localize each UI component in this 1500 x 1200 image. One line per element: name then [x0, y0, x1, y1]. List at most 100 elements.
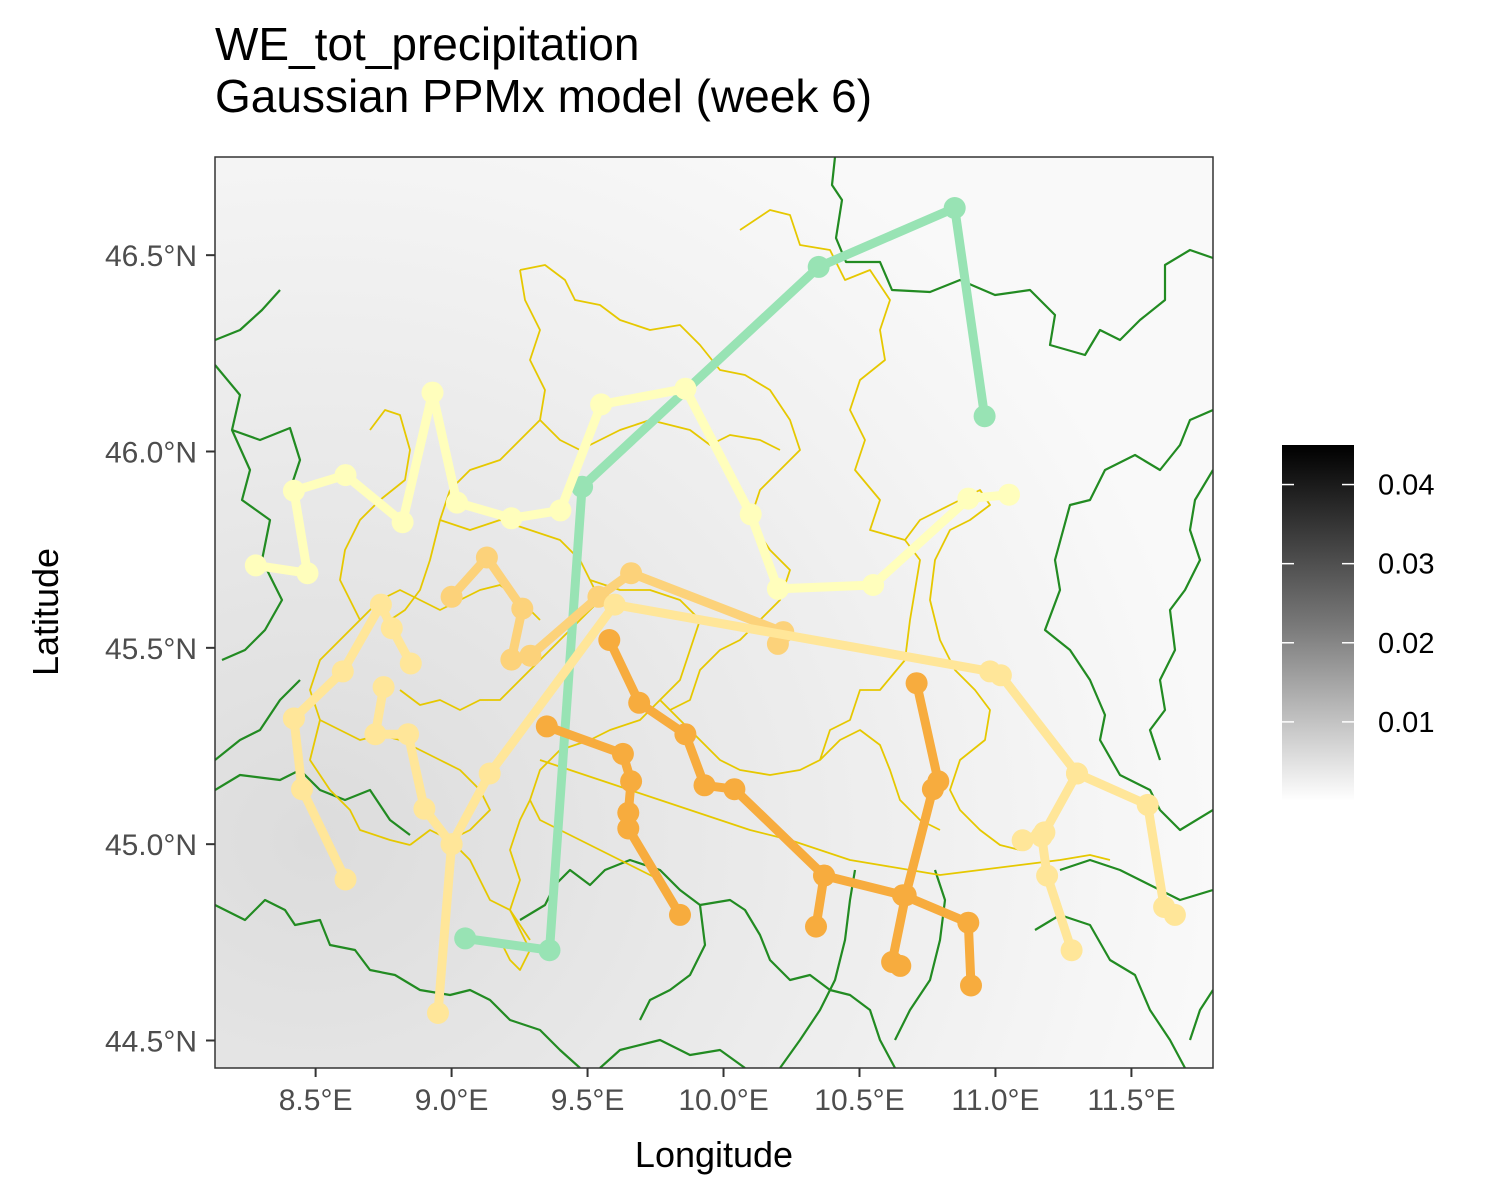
y-tick-label-4: 46.0°N [105, 437, 197, 470]
cluster-5-station-1-10 [590, 393, 613, 416]
cluster-4-station-4-3 [603, 593, 626, 616]
cluster-3-station-1-5 [519, 644, 542, 667]
y-tick-label-1: 44.5°N [105, 1026, 197, 1059]
cluster-4-station-3-2 [364, 723, 387, 746]
cluster-5-station-1-3 [282, 479, 305, 502]
panel-border [214, 156, 1214, 1069]
x-tick-label-1: 8.5°E [279, 1084, 353, 1117]
cluster-4-station-4-7 [1136, 793, 1159, 816]
cluster-5-station-1-16 [998, 483, 1020, 506]
country-border-center [215, 679, 301, 761]
country-border-south-4 [639, 904, 707, 1021]
cluster-2-station-2-3 [674, 723, 697, 746]
cluster-2-station-2-8 [957, 911, 980, 934]
cluster-4-station-3-6 [427, 1002, 449, 1024]
region-border-northeast [739, 209, 921, 761]
x-axis-title: Longitude [635, 1134, 793, 1175]
cluster-2-station-4-1 [813, 864, 836, 887]
y-tick-label-2: 45.0°N [105, 829, 197, 862]
cluster-4-station-4-9 [1163, 903, 1186, 926]
chart-title-line1: WE_tot_precipitation [215, 18, 640, 70]
cluster-4-station-4-2 [478, 762, 501, 785]
cluster-5-station-1-15 [957, 487, 980, 510]
cluster-2-station-1-3 [620, 770, 643, 793]
chart-title: WE_tot_precipitation Gaussian PPMx model… [215, 18, 872, 122]
region-border-inner [659, 699, 941, 831]
cluster-2-station-1-5 [617, 817, 640, 840]
cluster-2-station-4-2 [805, 915, 827, 938]
country-border-east [1043, 408, 1213, 832]
cluster-2-station-1-1 [535, 715, 558, 738]
cluster-4-station-2-3 [369, 593, 392, 616]
cluster-1-station-1-2 [943, 197, 966, 219]
cluster-4-station-5-3 [1011, 829, 1034, 852]
cluster-1-station-1-4 [571, 475, 594, 498]
cluster-5-station-1-8 [500, 507, 523, 530]
cluster-4-station-1-3 [334, 868, 357, 891]
y-tick-label-3: 45.5°N [105, 633, 197, 666]
y-axis-title: Latitude [25, 548, 66, 676]
cluster-4-station-2-2 [331, 660, 354, 683]
cluster-4-station-6-3 [1060, 939, 1083, 962]
cluster-4-station-2-1 [282, 707, 305, 730]
cluster-4-station-5-1 [1066, 762, 1088, 785]
cluster-4-station-6-2 [1036, 864, 1059, 887]
cluster-5-station-1-7 [446, 491, 468, 514]
y-axis: 44.5°N 45.0°N 45.5°N 46.0°N 46.5°N [105, 240, 215, 1059]
cluster-4-station-6-1 [1030, 825, 1053, 848]
cluster-5-station-1-6 [421, 381, 444, 404]
x-tick-label-6: 11.0°E [951, 1084, 1039, 1117]
cluster-2-station-3-1 [905, 672, 928, 695]
colorbar-legend: 0.01 0.02 0.03 0.04 [1282, 445, 1434, 801]
cluster-paths [244, 197, 1186, 1024]
cluster-4-station-3-3 [397, 723, 420, 746]
country-border-south [215, 768, 581, 1068]
legend-label-3: 0.03 [1378, 549, 1434, 581]
cluster-5-station-1-14 [862, 574, 885, 596]
cluster-1-station-1-5 [538, 939, 561, 962]
cluster-3-station-1-7 [620, 562, 643, 585]
cluster-3-station-1-3 [511, 597, 534, 620]
cluster-5-station-1-4 [334, 464, 357, 487]
cluster-2-station-1-6 [669, 903, 691, 926]
cluster-2-station-2-1 [598, 629, 621, 651]
region-border-south-2 [509, 799, 531, 941]
cluster-4 [282, 593, 1186, 1024]
cluster-5 [244, 377, 1020, 600]
colorbar-ticks: 0.01 0.02 0.03 0.04 [1282, 470, 1434, 739]
country-border-river [779, 869, 857, 1068]
cluster-4-station-4-1 [440, 833, 463, 856]
x-tick-label-5: 10.5°E [814, 1084, 904, 1117]
x-axis: 8.5°E 9.0°E 9.5°E 10.0°E 10.5°E 11.0°E 11.5°E [279, 1068, 1176, 1117]
country-border-east-2 [1148, 469, 1213, 761]
cluster-4-station-2-4 [380, 617, 403, 640]
cluster-5-station-1-11 [674, 377, 697, 400]
legend-label-1: 0.01 [1378, 707, 1434, 739]
cluster-2-station-2-4 [693, 774, 716, 797]
cluster-4-station-4-5 [989, 664, 1012, 687]
cluster-2-station-3-6 [889, 954, 912, 977]
x-tick-label-3: 9.5°E [551, 1084, 625, 1117]
cluster-5-station-1-13 [766, 577, 789, 600]
country-border-south-2 [519, 858, 896, 1068]
cluster-4-station-1-2 [291, 778, 313, 801]
region-border-north-2 [389, 269, 546, 621]
cluster-3 [440, 546, 795, 671]
cluster-3-station-1-1 [440, 585, 463, 608]
y-tick-label-5: 46.5°N [105, 240, 197, 273]
cluster-4-station-3-1 [372, 676, 395, 699]
map-panel [214, 156, 1214, 1069]
cluster-5-station-1-12 [739, 503, 762, 526]
cluster-5-station-1-9 [549, 499, 572, 522]
region-border-inner-3 [319, 719, 491, 841]
x-tick-label-7: 11.5°E [1087, 1084, 1175, 1117]
colorbar [1282, 445, 1354, 801]
cluster-2-station-1-4 [617, 801, 640, 824]
cluster-5-path-1 [251, 384, 1014, 594]
cluster-1-station-1-3 [807, 255, 830, 278]
cluster-2-station-2-9 [960, 974, 982, 997]
cluster-1 [454, 197, 996, 962]
cluster-3-station-1-4 [500, 648, 523, 671]
cluster-4-station-2-5 [399, 652, 422, 675]
x-tick-label-4: 10.0°E [678, 1084, 768, 1117]
